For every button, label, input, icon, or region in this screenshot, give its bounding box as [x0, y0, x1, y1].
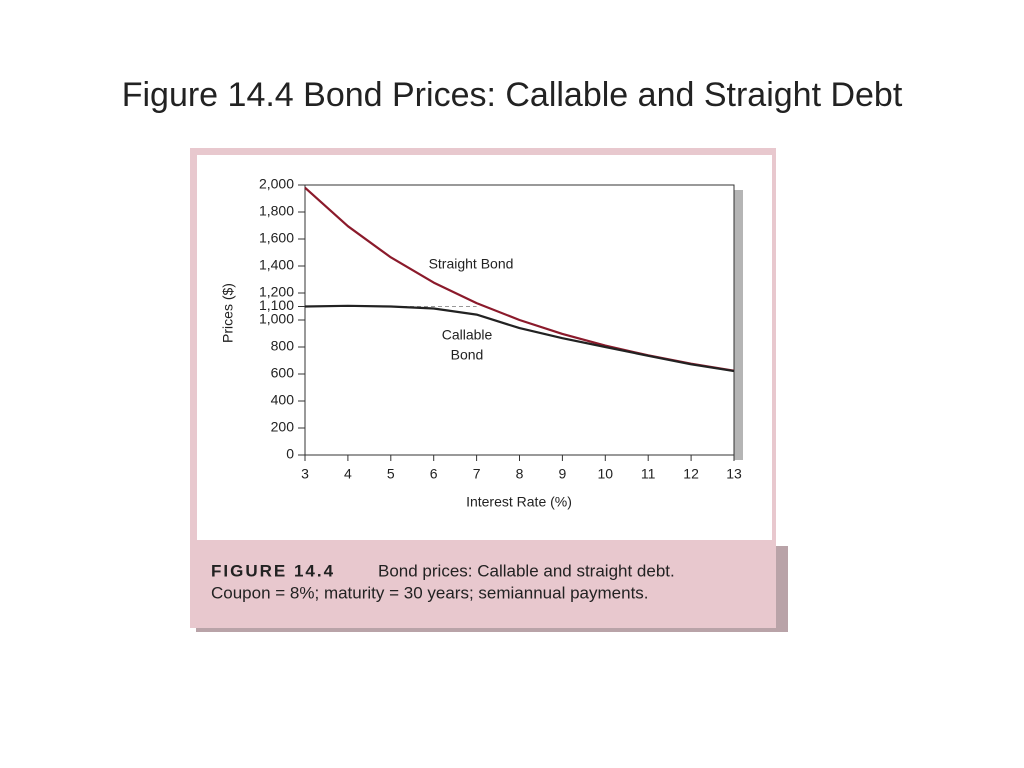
x-tick-label: 8 — [516, 466, 524, 482]
annotation: Callable — [442, 327, 493, 343]
x-tick-label: 5 — [387, 466, 395, 482]
x-tick-label: 12 — [683, 466, 699, 482]
y-tick-label: 400 — [271, 392, 295, 408]
annotation: Straight Bond — [429, 256, 514, 272]
slide-title: Figure 14.4 Bond Prices: Callable and St… — [122, 76, 903, 114]
y-tick-label: 1,400 — [259, 257, 294, 273]
y-tick-label: 200 — [271, 419, 295, 435]
plot-shadow — [734, 190, 743, 460]
x-tick-label: 4 — [344, 466, 352, 482]
y-tick-label: 2,000 — [259, 176, 294, 192]
y-tick-label: 1,800 — [259, 203, 294, 219]
y-tick-label: 600 — [271, 365, 295, 381]
x-tick-label: 3 — [301, 466, 309, 482]
y-tick-label: 1,000 — [259, 311, 294, 327]
x-tick-label: 7 — [473, 466, 481, 482]
caption-text: Bond prices: Callable and straight debt. — [378, 561, 675, 580]
y-tick-label: 800 — [271, 338, 295, 354]
y-tick-label: 0 — [286, 446, 294, 462]
y-axis-label: Prices ($) — [220, 283, 236, 343]
x-axis-label: Interest Rate (%) — [466, 494, 572, 510]
y-tick-label: 1,100 — [259, 297, 294, 313]
series-line — [304, 304, 735, 373]
caption-text: Coupon = 8%; maturity = 30 years; semian… — [211, 583, 649, 602]
x-tick-label: 11 — [641, 466, 656, 482]
x-tick-label: 10 — [598, 466, 614, 482]
plot-area — [304, 184, 735, 456]
caption-label: FIGURE 14.4 — [211, 561, 335, 580]
x-tick-label: 13 — [726, 466, 742, 482]
annotation: Bond — [451, 347, 484, 363]
x-tick-label: 6 — [430, 466, 438, 482]
y-tick-label: 1,200 — [259, 284, 294, 300]
y-tick-label: 1,600 — [259, 230, 294, 246]
x-tick-label: 9 — [559, 466, 567, 482]
